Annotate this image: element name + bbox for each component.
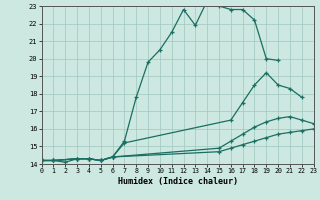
X-axis label: Humidex (Indice chaleur): Humidex (Indice chaleur) bbox=[118, 177, 237, 186]
